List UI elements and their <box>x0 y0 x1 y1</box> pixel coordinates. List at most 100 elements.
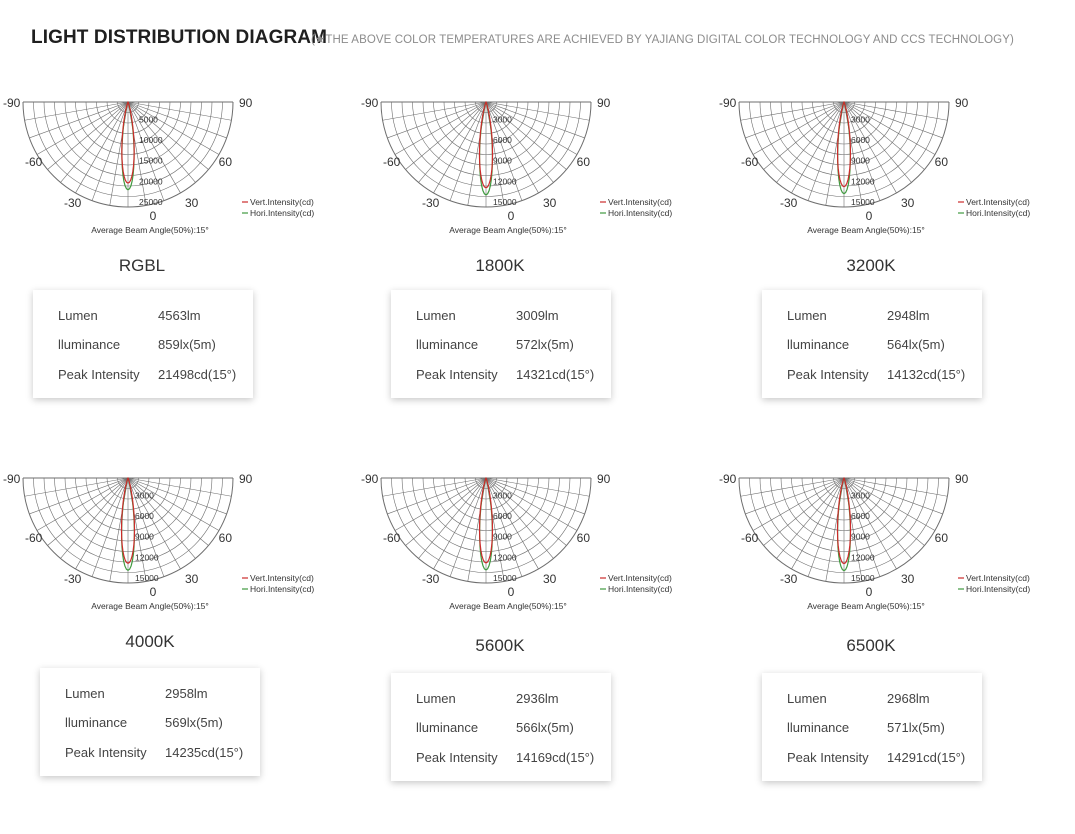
grid-spoke <box>127 101 165 201</box>
beam-angle-caption: Average Beam Angle(50%):15° <box>91 225 209 235</box>
grid-spoke <box>24 101 129 121</box>
grid-spoke <box>843 477 863 582</box>
beam-angle-caption: Average Beam Angle(50%):15° <box>449 225 567 235</box>
grid-spoke <box>843 477 912 559</box>
spec-value-illuminance: 572lx(5m) <box>516 337 574 352</box>
spec-label-peak: Peak Intensity <box>787 750 869 765</box>
grid-spoke <box>75 477 129 570</box>
angle-label: -30 <box>780 196 798 210</box>
angle-label: 0 <box>150 209 157 223</box>
grid-spoke <box>807 101 845 201</box>
grid-spoke <box>843 477 948 497</box>
grid-spoke <box>127 477 209 546</box>
ring-label: 6000 <box>851 135 870 145</box>
spec-label-lumen: Lumen <box>65 686 105 701</box>
grid-spoke <box>843 477 943 515</box>
diagram-caption: 3200K <box>846 256 896 275</box>
grid-spoke <box>485 477 554 559</box>
ring-label: 12000 <box>851 176 875 186</box>
grid-spoke <box>387 477 487 515</box>
spec-value-peak: 14169cd(15°) <box>516 750 595 765</box>
angle-label: 30 <box>901 196 915 210</box>
vert-intensity-curve <box>121 101 135 184</box>
legend: Vert.Intensity(cd)Hori.Intensity(cd) <box>958 197 1030 218</box>
angle-label: -60 <box>383 155 401 169</box>
grid-spoke <box>91 477 129 577</box>
angle-label: -90 <box>361 96 379 110</box>
spec-card: Lumen 2936lm lluminance 566lx(5m) Peak I… <box>391 673 611 781</box>
grid-spoke <box>60 477 129 559</box>
ring-label: 12000 <box>493 176 517 186</box>
grid-spoke <box>825 101 845 206</box>
angle-label: -30 <box>780 572 798 586</box>
grid-spoke <box>382 101 487 121</box>
spec-label-lumen: Lumen <box>787 691 827 706</box>
spec-value-lumen: 3009lm <box>516 308 559 323</box>
legend-label-hori: Hori.Intensity(cd) <box>966 584 1030 594</box>
grid-spoke <box>127 477 220 531</box>
grid-spoke <box>485 101 590 121</box>
grid-spoke <box>843 101 948 121</box>
legend-label-hori: Hori.Intensity(cd) <box>966 208 1030 218</box>
grid-spoke <box>843 101 925 170</box>
angle-label: 90 <box>597 472 611 486</box>
polar-diagram: -90 90 -60 60 -30 30 0 3000 6000 9000 12000 15000 Ve… <box>3 472 314 611</box>
polar-grid <box>22 101 234 208</box>
grid-spoke <box>382 477 487 497</box>
grid-spoke <box>36 477 129 531</box>
polar-diagram: -90 90 -60 60 -30 30 0 5000 10000 15000 20000 25000… <box>3 96 314 235</box>
legend-label-vert: Vert.Intensity(cd) <box>608 197 672 207</box>
ring-label: 15000 <box>851 573 875 583</box>
legend-label-vert: Vert.Intensity(cd) <box>966 573 1030 583</box>
angle-label: -60 <box>741 531 759 545</box>
ring-label: 3000 <box>493 491 512 501</box>
polar-diagram: -90 90 -60 60 -30 30 0 3000 6000 9000 12000 15000 Ve… <box>361 472 672 611</box>
grid-spoke <box>485 477 578 531</box>
ring-label: 6000 <box>493 511 512 521</box>
legend: Vert.Intensity(cd)Hori.Intensity(cd) <box>958 573 1030 594</box>
grid-spoke <box>763 477 845 546</box>
angle-label: 0 <box>866 209 873 223</box>
grid-spoke <box>127 101 196 183</box>
grid-spoke <box>24 477 129 497</box>
diagram-caption: 6500K <box>846 636 896 655</box>
grid-spoke <box>394 477 487 531</box>
spec-card: Lumen 2948lm lluminance 564lx(5m) Peak I… <box>762 290 982 398</box>
legend-label-hori: Hori.Intensity(cd) <box>250 584 314 594</box>
angle-label: 30 <box>543 572 557 586</box>
angle-label: -90 <box>719 96 737 110</box>
vert-intensity-curve <box>478 477 494 564</box>
spec-card: Lumen 3009lm lluminance 572lx(5m) Peak I… <box>391 290 611 398</box>
angle-label: 30 <box>901 572 915 586</box>
grid-spoke <box>127 477 227 515</box>
ring-label: 12000 <box>493 552 517 562</box>
spec-value-illuminance: 564lx(5m) <box>887 337 945 352</box>
beam-angle-caption: Average Beam Angle(50%):15° <box>807 225 925 235</box>
beam-angle-caption: Average Beam Angle(50%):15° <box>91 601 209 611</box>
angle-label: 60 <box>935 155 949 169</box>
spec-value-lumen: 2936lm <box>516 691 559 706</box>
spec-card: Lumen 2968lm lluminance 571lx(5m) Peak I… <box>762 673 982 781</box>
polar-grid <box>380 477 592 584</box>
grid-spoke <box>29 477 129 515</box>
legend-label-hori: Hori.Intensity(cd) <box>608 208 672 218</box>
grid-spoke <box>127 101 181 194</box>
grid-spoke <box>127 101 227 139</box>
diagram-cell-3200k: -90 90 -60 60 -30 30 0 3000 6000 9000 12000 15000 Ve… <box>719 92 1068 422</box>
legend: Vert.Intensity(cd)Hori.Intensity(cd) <box>242 197 314 218</box>
legend: Vert.Intensity(cd)Hori.Intensity(cd) <box>600 197 672 218</box>
angle-label: 90 <box>597 96 611 110</box>
grid-spoke <box>485 101 505 206</box>
grid-spoke <box>843 477 897 570</box>
grid-spoke <box>449 477 487 577</box>
spec-label-lumen: Lumen <box>58 308 98 323</box>
ring-label: 9000 <box>135 532 154 542</box>
grid-spoke <box>843 101 863 206</box>
angle-label: 30 <box>185 196 199 210</box>
grid-spoke <box>75 101 129 194</box>
grid-spoke <box>405 101 487 170</box>
spec-label-illuminance: lluminance <box>787 720 850 735</box>
grid-spoke <box>843 101 943 139</box>
ring-label: 3000 <box>135 491 154 501</box>
grid-spoke <box>485 477 590 497</box>
